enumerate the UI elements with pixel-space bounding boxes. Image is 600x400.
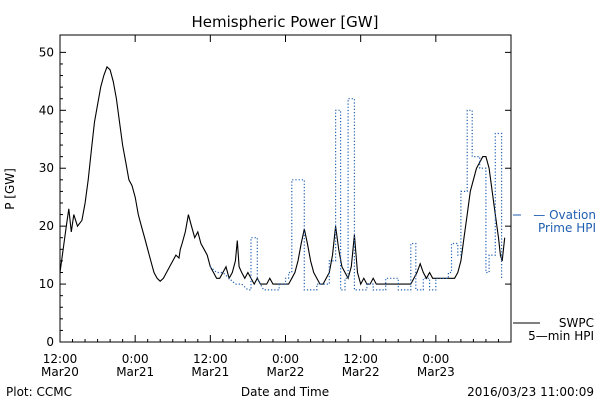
legend-ovation-line1: — Ovation: [533, 208, 596, 222]
series-layer: [59, 65, 506, 291]
chart-title: Hemispheric Power [GW]: [192, 13, 379, 31]
x-tick-label-date: Mar22: [342, 365, 380, 379]
y-tick-label: 0: [46, 335, 54, 349]
legend-ovation-line2: Prime HPI: [538, 221, 596, 235]
x-tick-label-date: Mar21: [191, 365, 229, 379]
plot-timestamp: 2016/03/23 11:00:09: [467, 385, 594, 399]
x-tick-label-time: 12:00: [193, 352, 228, 366]
x-tick-label-date: Mar22: [267, 365, 305, 379]
y-tick-label: 20: [39, 219, 54, 233]
legend-swpc-line2: 5—min HPI: [528, 329, 594, 343]
x-axis-ticks: 12:00Mar200:00Mar2112:00Mar210:00Mar2212…: [41, 35, 499, 379]
x-tick-label-date: Mar21: [116, 365, 154, 379]
y-axis-ticks: 0 10 20 30 40 50: [39, 45, 511, 349]
legend-swpc-line1: SWPC: [559, 316, 594, 330]
x-tick-label-time: 0:00: [122, 352, 149, 366]
x-tick-label-time: 0:00: [272, 352, 299, 366]
x-tick-label-time: 0:00: [422, 352, 449, 366]
y-axis-label: P [GW]: [3, 168, 17, 210]
y-tick-label: 30: [39, 161, 54, 175]
series-ovation-prime-hpi: [209, 98, 503, 291]
y-tick-label: 40: [39, 103, 54, 117]
x-tick-label-time: 12:00: [343, 352, 378, 366]
y-tick-label: 10: [39, 277, 54, 291]
plot-credit: Plot: CCMC: [6, 385, 72, 399]
x-tick-label-date: Mar20: [41, 365, 79, 379]
x-tick-label-time: 12:00: [43, 352, 78, 366]
x-tick-label-date: Mar23: [417, 365, 455, 379]
plot-frame: [59, 34, 512, 343]
x-axis-label: Date and Time: [241, 385, 329, 399]
series-swpc-hpi: [59, 65, 506, 286]
y-tick-label: 50: [39, 45, 54, 59]
